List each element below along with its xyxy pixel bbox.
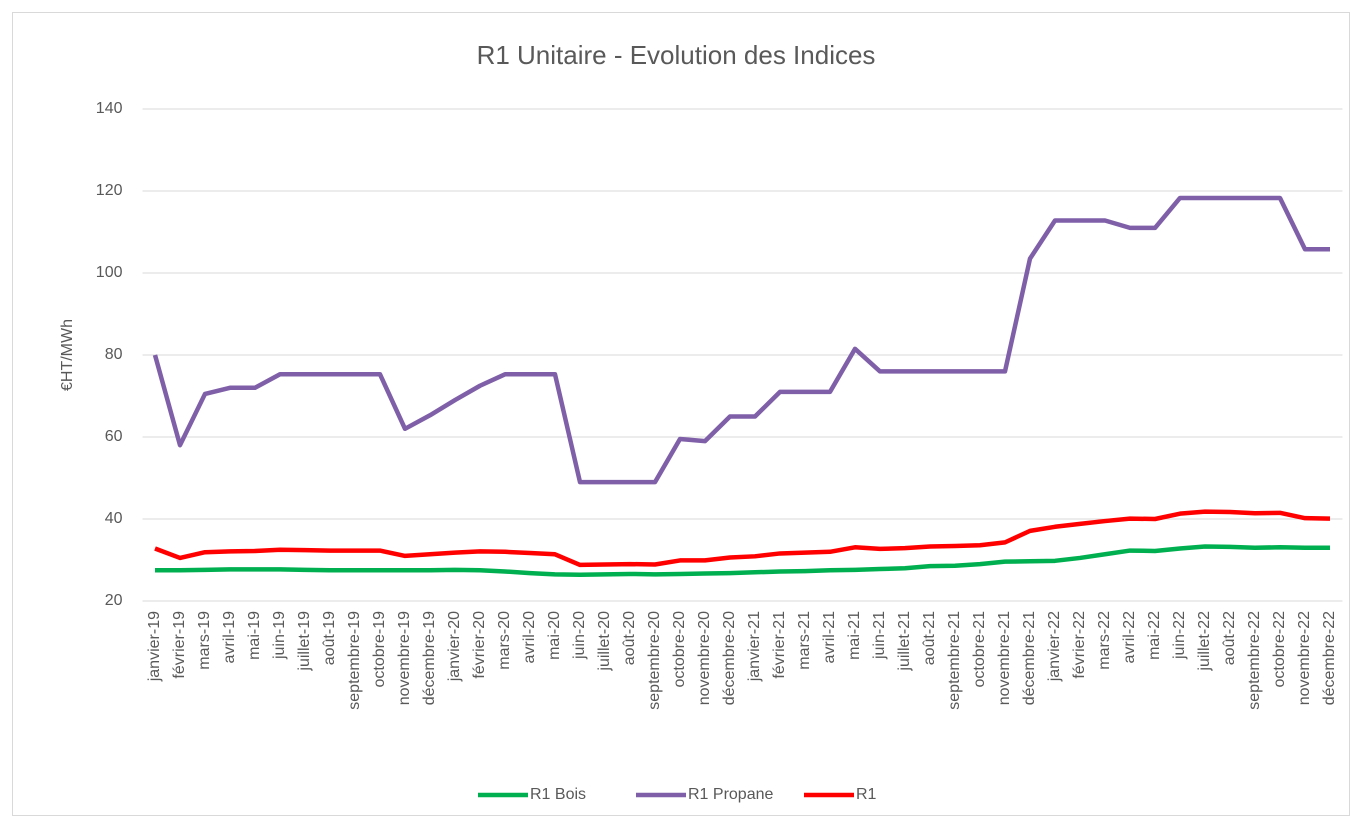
y-tick-label: 20: [105, 592, 123, 609]
x-tick-label: septembre-21: [946, 611, 963, 710]
x-tick-label: mars-19: [196, 611, 213, 670]
x-tick-label: janvier-20: [446, 611, 463, 682]
y-tick-label: 40: [105, 510, 123, 527]
x-tick-label: juin-22: [1171, 611, 1188, 660]
x-tick-label: août-22: [1221, 611, 1238, 665]
y-tick-label: 60: [105, 428, 123, 445]
x-tick-label: juillet-19: [296, 611, 313, 672]
x-tick-label: janvier-19: [146, 611, 163, 682]
x-tick-label: avril-21: [821, 611, 838, 664]
x-tick-label: juin-19: [271, 611, 288, 660]
series-line: [154, 509, 1331, 568]
x-tick-label: juillet-22: [1196, 611, 1213, 672]
chart-frame: [12, 12, 1350, 816]
x-tick-label: mai-19: [246, 611, 263, 660]
x-tick-label: avril-19: [221, 611, 238, 664]
x-tick-label: décembre-22: [1321, 611, 1338, 705]
x-tick-label: août-20: [621, 611, 638, 665]
x-tick-label: mars-21: [796, 611, 813, 670]
x-tick-label: décembre-21: [1021, 611, 1038, 705]
x-tick-label: mars-22: [1096, 611, 1113, 670]
x-tick-label: octobre-20: [671, 611, 688, 688]
x-tick-label: décembre-19: [421, 611, 438, 705]
x-tick-label: février-19: [171, 611, 188, 679]
series-line: [152, 195, 1330, 485]
y-tick-label: 80: [105, 346, 123, 363]
x-tick-label: mai-20: [546, 611, 563, 660]
x-tick-label: septembre-22: [1246, 611, 1263, 710]
x-tick-label: juin-20: [571, 611, 588, 660]
x-tick-label: décembre-20: [721, 611, 738, 705]
x-tick-label: janvier-22: [1046, 611, 1063, 682]
x-tick-label: septembre-20: [646, 611, 663, 710]
x-tick-label: novembre-22: [1296, 611, 1313, 705]
series-line: [155, 544, 1330, 578]
legend-label: R1 Bois: [530, 786, 586, 803]
x-tick-label: octobre-21: [971, 611, 988, 688]
x-tick-label: mai-21: [846, 611, 863, 660]
x-tick-label: février-21: [771, 611, 788, 679]
x-tick-label: juin-21: [871, 611, 888, 660]
x-tick-label: septembre-19: [346, 611, 363, 710]
x-tick-label: octobre-22: [1271, 611, 1288, 688]
x-tick-label: avril-22: [1121, 611, 1138, 664]
x-tick-label: juillet-21: [896, 611, 913, 672]
x-tick-label: février-22: [1071, 611, 1088, 679]
x-tick-label: octobre-19: [371, 611, 388, 688]
legend-label: R1: [856, 786, 877, 803]
x-tick-label: novembre-19: [396, 611, 413, 705]
x-tick-label: février-20: [471, 611, 488, 679]
x-tick-label: avril-20: [521, 611, 538, 664]
y-axis-label: €HT/MWh: [59, 319, 76, 391]
legend-label: R1 Propane: [688, 786, 773, 803]
x-tick-label: novembre-20: [696, 611, 713, 705]
y-tick-label: 120: [96, 182, 123, 199]
y-tick-label: 100: [96, 264, 123, 281]
x-tick-label: août-19: [321, 611, 338, 665]
x-tick-label: août-21: [921, 611, 938, 665]
y-tick-label: 140: [96, 100, 123, 117]
x-tick-label: janvier-21: [746, 611, 763, 682]
x-tick-label: novembre-21: [996, 611, 1013, 705]
x-tick-label: mars-20: [496, 611, 513, 670]
x-tick-label: mai-22: [1146, 611, 1163, 660]
chart-title: R1 Unitaire - Evolution des Indices: [477, 40, 876, 70]
x-tick-label: juillet-20: [596, 611, 613, 672]
